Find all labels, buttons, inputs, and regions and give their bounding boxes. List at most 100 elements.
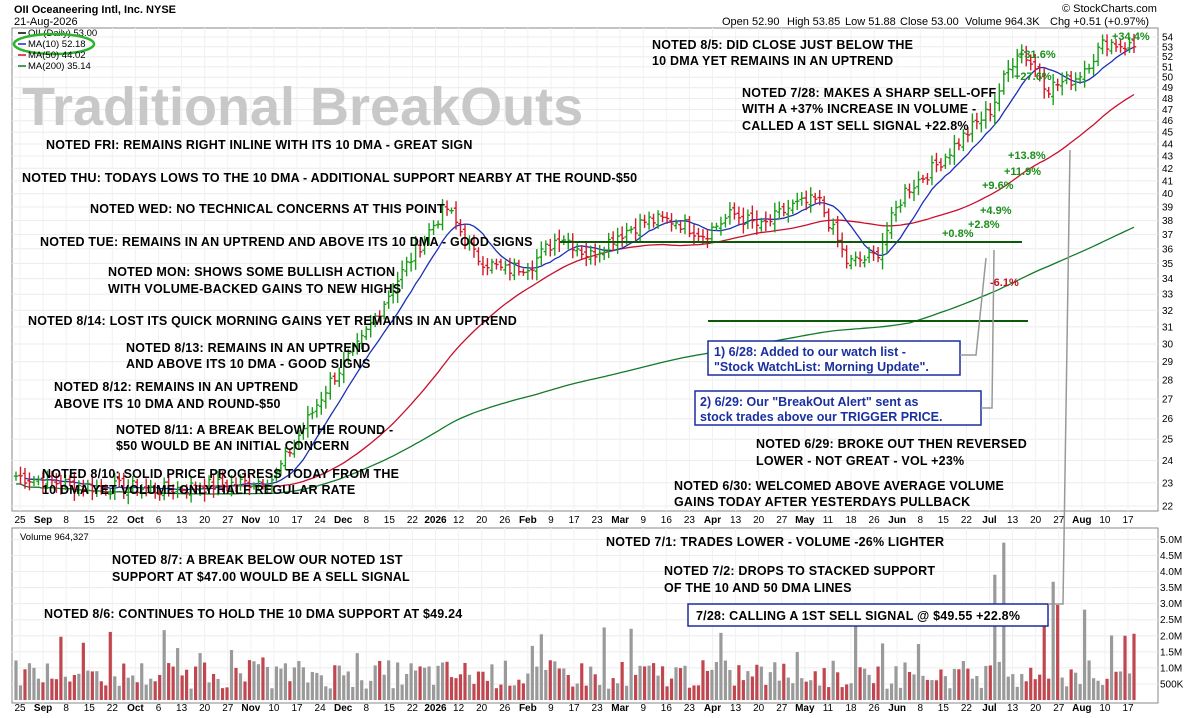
price-bar <box>889 206 894 239</box>
price-bar <box>188 475 194 503</box>
price-bar <box>1006 59 1011 82</box>
price-bar <box>516 259 522 276</box>
sell-box-frame <box>687 603 1049 627</box>
note: NOTED 6/29: BROKE OUT THEN REVERSED <box>756 437 1027 451</box>
volume-bar <box>436 665 440 700</box>
volume-bar <box>418 666 422 700</box>
price-bar <box>718 216 724 236</box>
price-bar <box>359 329 364 350</box>
x-tick-label: 20 <box>476 703 488 713</box>
price-bar <box>1086 63 1092 74</box>
price-bar <box>956 138 962 151</box>
price-bar <box>399 260 405 290</box>
x-tick-label: 20 <box>753 515 765 526</box>
price-bar <box>642 214 647 228</box>
volume-bar <box>499 684 503 700</box>
price-bar <box>494 258 499 270</box>
price-bar <box>229 475 234 497</box>
volume-bar <box>391 688 395 700</box>
volume-bar <box>674 667 678 700</box>
x-tick-label: Aug <box>1072 515 1091 526</box>
price-bar <box>997 83 1002 112</box>
y-tick-label: 49 <box>1162 83 1174 94</box>
volume-bar <box>943 676 948 700</box>
price-bar <box>368 314 373 338</box>
price-bar <box>467 235 472 251</box>
volume-bar <box>876 666 880 700</box>
volume-tick-label: 4.0M <box>1160 567 1182 578</box>
volume-bar <box>571 686 575 700</box>
price-bar <box>601 246 607 261</box>
price-bar <box>817 190 822 206</box>
volume-bar <box>382 674 386 700</box>
volume-bar <box>777 680 781 700</box>
price-bar <box>117 472 122 487</box>
x-tick-label: 9 <box>548 515 554 526</box>
x-tick-label: 2026 <box>424 703 447 713</box>
y-tick-label: 25 <box>1162 435 1174 446</box>
note: NOTED WED: NO TECHNICAL CONCERNS AT THIS… <box>90 202 445 216</box>
x-tick-label: Apr <box>704 515 721 526</box>
volume-bar <box>193 666 198 700</box>
volume-bar <box>140 663 144 700</box>
volume-bar <box>229 649 234 700</box>
connector-sell <box>1048 149 1071 605</box>
x-tick-label: 11 <box>823 515 834 526</box>
price-bar <box>548 238 553 257</box>
volume-bar <box>517 679 521 700</box>
price-bar <box>328 372 333 400</box>
price-bar <box>197 482 203 496</box>
price-bar <box>637 213 643 242</box>
y-tick-label: 38 <box>1162 216 1174 227</box>
price-bar <box>593 243 598 266</box>
x-tick-label: 17 <box>568 515 580 526</box>
x-tick-label: 9 <box>640 703 646 713</box>
x-tick-label: 17 <box>568 703 580 713</box>
x-tick-label: Dec <box>334 515 353 526</box>
price-bar <box>929 155 935 186</box>
volume-bar <box>27 663 32 700</box>
price-bar <box>866 246 872 264</box>
price-bar <box>682 214 688 235</box>
volume-bar <box>750 676 754 700</box>
x-tick-label: 20 <box>476 515 488 526</box>
price-bar <box>1127 37 1132 53</box>
volume-bar <box>449 677 454 700</box>
x-tick-label: 27 <box>776 515 788 526</box>
volume-bar <box>211 674 216 700</box>
price-bar <box>714 222 719 231</box>
ohlc-open: Open 52.90 <box>722 16 780 28</box>
watchlist-line-1: 1) 6/28: Added to our watch list - <box>714 345 906 359</box>
volume-bar <box>863 668 867 700</box>
volume-bar <box>840 687 844 700</box>
price-bar <box>471 234 477 258</box>
x-tick-label: 27 <box>1053 515 1065 526</box>
brand-text: © StockCharts.com <box>1062 3 1157 15</box>
price-bar <box>768 214 773 227</box>
volume-bar <box>741 680 745 700</box>
price-bar <box>974 112 980 130</box>
x-tick-label: 15 <box>384 515 396 526</box>
price-bar <box>1109 39 1114 55</box>
note: AND ABOVE ITS 10 DMA - GOOD SIGNS <box>126 357 371 371</box>
volume-bar <box>575 683 579 700</box>
volume-bar <box>144 684 148 700</box>
volume-bar <box>791 683 795 700</box>
x-tick-label: 27 <box>1053 703 1065 713</box>
volume-bar <box>1015 686 1019 700</box>
x-tick-label: 27 <box>776 703 788 713</box>
price-bar <box>808 187 813 213</box>
price-bar <box>13 471 19 481</box>
volume-bar <box>1114 671 1118 700</box>
volume-bar <box>387 660 391 700</box>
price-bar <box>947 148 953 165</box>
volume-bar <box>176 648 180 700</box>
price-bar <box>301 422 306 440</box>
price-bar <box>242 470 248 488</box>
price-bar <box>853 251 858 267</box>
y-tick-label: 22 <box>1162 502 1174 513</box>
price-bar <box>597 245 602 263</box>
price-bar <box>992 93 998 126</box>
volume-bar <box>198 653 202 700</box>
x-tick-label: Jul <box>982 515 997 526</box>
